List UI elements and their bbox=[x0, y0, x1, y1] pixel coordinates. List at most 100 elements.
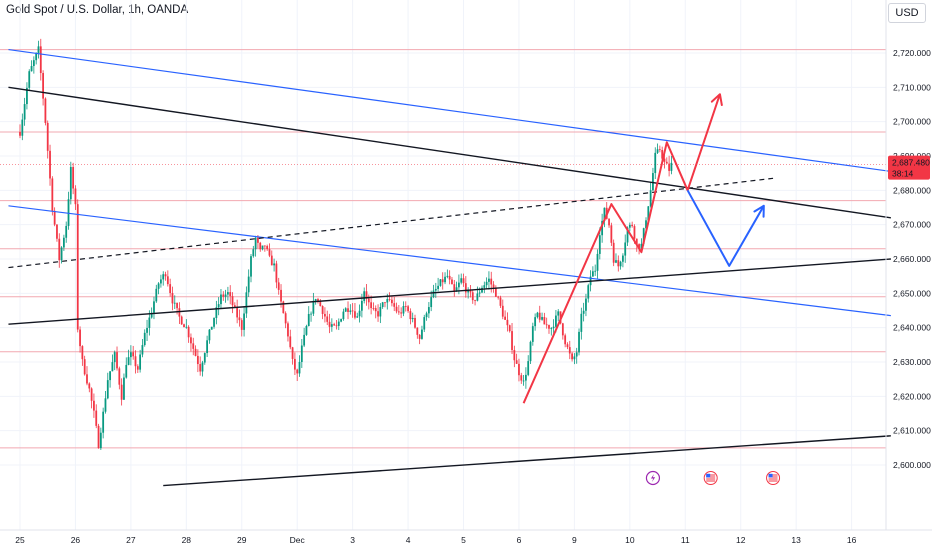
event-markers[interactable] bbox=[645, 470, 781, 486]
candle-body bbox=[69, 166, 72, 200]
candle-body bbox=[548, 325, 550, 329]
candle-body bbox=[37, 46, 40, 54]
trend-line[interactable] bbox=[8, 48, 891, 173]
candle-body bbox=[319, 300, 322, 307]
candle-body bbox=[123, 377, 125, 400]
candle-body bbox=[453, 284, 456, 292]
candle-body bbox=[263, 245, 266, 247]
lightning-icon[interactable] bbox=[645, 470, 661, 486]
candle-body bbox=[347, 308, 349, 312]
candle-body bbox=[136, 366, 139, 370]
candle-body bbox=[176, 302, 178, 309]
projection-path[interactable] bbox=[522, 93, 721, 404]
candle-body bbox=[113, 352, 116, 363]
candle-body bbox=[601, 220, 604, 236]
projection-arrows[interactable] bbox=[522, 93, 765, 404]
candle-body bbox=[206, 340, 209, 354]
candle-body bbox=[287, 323, 289, 337]
candle-body bbox=[545, 324, 548, 326]
trend-line[interactable] bbox=[8, 177, 774, 269]
candle-body bbox=[492, 284, 495, 288]
candle-body bbox=[515, 360, 518, 364]
price-tick-label: 2,670.000 bbox=[893, 220, 931, 230]
candle-body bbox=[51, 178, 54, 211]
trend-line[interactable] bbox=[8, 86, 891, 219]
candle-body bbox=[615, 260, 617, 263]
trend-line[interactable] bbox=[8, 205, 891, 317]
candle-body bbox=[439, 279, 442, 286]
candle-body bbox=[372, 308, 375, 309]
candle-body bbox=[628, 224, 631, 228]
candle-body bbox=[587, 285, 590, 299]
candle-body bbox=[160, 279, 162, 284]
candle-body bbox=[76, 204, 79, 330]
candle-body bbox=[72, 166, 75, 189]
candle-body bbox=[46, 122, 49, 151]
candle-body bbox=[129, 352, 132, 358]
candle-body bbox=[365, 291, 368, 299]
candle-body bbox=[478, 292, 481, 294]
candle-body bbox=[324, 313, 326, 317]
candle-body bbox=[201, 362, 204, 372]
trend-line[interactable] bbox=[163, 435, 891, 487]
candle-body bbox=[652, 173, 654, 191]
candle-body bbox=[661, 149, 664, 159]
projection-path[interactable] bbox=[686, 189, 765, 267]
candle-body bbox=[143, 332, 146, 346]
candle-body bbox=[215, 307, 218, 319]
time-axis[interactable]: 25 26 27 28 29 Dec 3 4 5 6 9 10 11 12 13 16 bbox=[15, 535, 856, 545]
candle-body bbox=[411, 317, 414, 320]
candle-body bbox=[568, 347, 571, 354]
time-tick-label: 12 bbox=[736, 535, 746, 545]
candle-body bbox=[307, 313, 310, 327]
candle-body bbox=[321, 306, 324, 314]
candle-body bbox=[208, 329, 211, 341]
flag-canton bbox=[706, 473, 711, 478]
candle-body bbox=[358, 310, 361, 317]
price-badge-countdown: 38:14 bbox=[892, 169, 914, 179]
candle-body bbox=[178, 308, 181, 317]
trend-lines[interactable] bbox=[8, 48, 891, 487]
price-tick-label: 2,630.000 bbox=[893, 357, 931, 367]
candle-body bbox=[434, 288, 437, 291]
candle-body bbox=[194, 348, 197, 356]
candle-body bbox=[93, 400, 95, 411]
candle-body bbox=[74, 188, 77, 205]
candle-body bbox=[259, 242, 262, 250]
candle-body bbox=[150, 312, 153, 318]
candle-body bbox=[65, 225, 68, 238]
flag-icon[interactable] bbox=[766, 471, 781, 485]
candle-body bbox=[28, 71, 31, 88]
candle-body bbox=[400, 312, 403, 314]
candle-body bbox=[342, 311, 345, 320]
candle-body bbox=[649, 190, 652, 207]
candle-body bbox=[536, 312, 539, 318]
candle-body bbox=[102, 411, 105, 433]
candle-body bbox=[164, 274, 167, 277]
candle-body bbox=[494, 287, 497, 297]
candle-body bbox=[485, 281, 488, 286]
candle-body bbox=[293, 358, 296, 370]
candle-body bbox=[564, 335, 567, 345]
trend-line[interactable] bbox=[8, 258, 891, 325]
currency-button[interactable]: USD bbox=[888, 3, 926, 23]
candle-body bbox=[404, 306, 407, 307]
candle-body bbox=[566, 344, 569, 348]
candle-body bbox=[19, 131, 21, 136]
candle-body bbox=[432, 290, 435, 298]
candle-body bbox=[617, 260, 620, 267]
time-tick-label: 28 bbox=[182, 535, 192, 545]
candle-body bbox=[190, 337, 192, 344]
candle-body bbox=[183, 324, 185, 328]
candle-body bbox=[645, 220, 647, 229]
candle-body bbox=[635, 238, 638, 245]
candle-body bbox=[414, 317, 416, 328]
candle-body bbox=[541, 317, 543, 320]
flag-icon[interactable] bbox=[703, 471, 718, 485]
candle-body bbox=[284, 313, 287, 324]
price-tick-label: 2,700.000 bbox=[893, 117, 931, 127]
flag-canton bbox=[768, 473, 773, 478]
price-axis[interactable]: 2,720.0002,710.0002,700.0002,690.0002,68… bbox=[893, 48, 931, 470]
time-tick-label: 3 bbox=[350, 535, 355, 545]
